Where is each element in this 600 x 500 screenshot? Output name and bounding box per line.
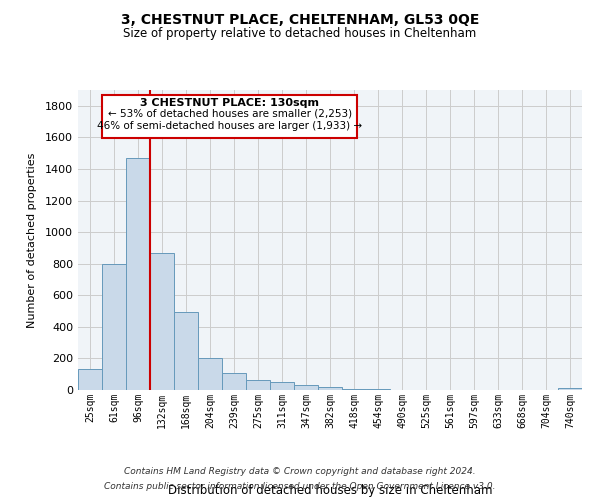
Bar xyxy=(366,389,390,390)
Text: ← 53% of detached houses are smaller (2,253): ← 53% of detached houses are smaller (2,… xyxy=(107,109,352,119)
Text: 46% of semi-detached houses are larger (1,933) →: 46% of semi-detached houses are larger (… xyxy=(97,121,362,131)
Text: Contains HM Land Registry data © Crown copyright and database right 2024.: Contains HM Land Registry data © Crown c… xyxy=(124,467,476,476)
Y-axis label: Number of detached properties: Number of detached properties xyxy=(26,152,37,328)
Text: 3, CHESTNUT PLACE, CHELTENHAM, GL53 0QE: 3, CHESTNUT PLACE, CHELTENHAM, GL53 0QE xyxy=(121,12,479,26)
Bar xyxy=(102,264,126,390)
Bar xyxy=(150,252,174,390)
Bar xyxy=(126,158,150,390)
Bar xyxy=(342,389,366,390)
Bar xyxy=(246,380,270,390)
Bar xyxy=(318,387,342,390)
Text: 3 CHESTNUT PLACE: 130sqm: 3 CHESTNUT PLACE: 130sqm xyxy=(140,98,319,108)
Bar xyxy=(270,382,294,390)
Bar xyxy=(198,358,222,390)
FancyBboxPatch shape xyxy=(103,94,357,138)
Text: Size of property relative to detached houses in Cheltenham: Size of property relative to detached ho… xyxy=(124,28,476,40)
X-axis label: Distribution of detached houses by size in Cheltenham: Distribution of detached houses by size … xyxy=(168,484,492,496)
Bar xyxy=(174,312,198,390)
Bar xyxy=(222,374,246,390)
Bar xyxy=(78,370,102,390)
Bar xyxy=(558,388,582,390)
Bar xyxy=(294,386,318,390)
Text: Contains public sector information licensed under the Open Government Licence v3: Contains public sector information licen… xyxy=(104,482,496,491)
